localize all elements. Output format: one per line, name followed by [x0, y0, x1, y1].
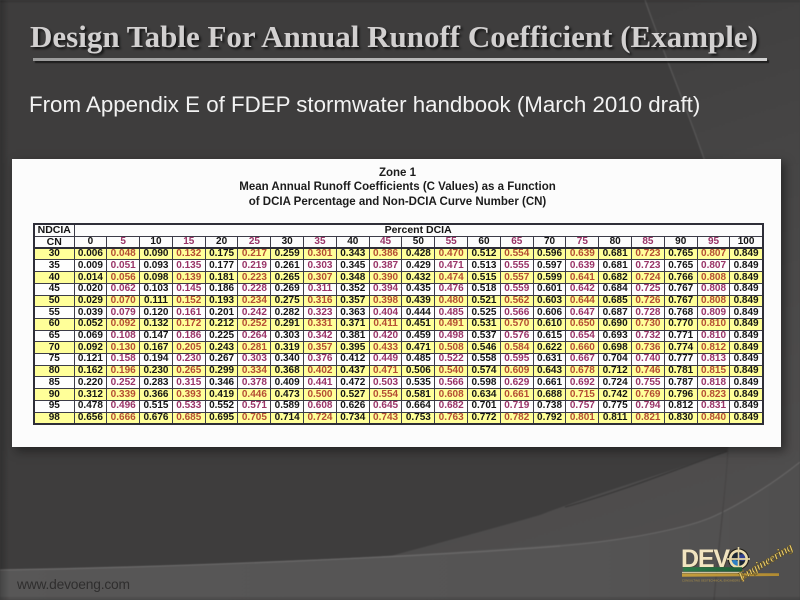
svg-text:CONSULTING GEOTECHNICAL ENGINE: CONSULTING GEOTECHNICAL ENGINEERS: [682, 579, 740, 583]
